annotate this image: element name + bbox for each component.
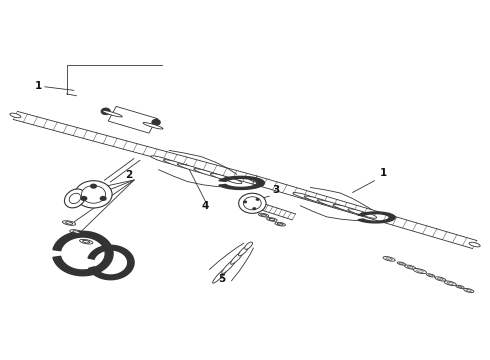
Ellipse shape <box>317 200 350 210</box>
Ellipse shape <box>333 204 361 213</box>
Text: 4: 4 <box>201 201 208 211</box>
Ellipse shape <box>70 230 83 234</box>
Ellipse shape <box>466 289 471 292</box>
Ellipse shape <box>397 262 406 265</box>
Ellipse shape <box>252 207 256 210</box>
Ellipse shape <box>456 285 464 288</box>
Ellipse shape <box>243 201 247 203</box>
Polygon shape <box>152 120 160 125</box>
Ellipse shape <box>221 259 236 274</box>
Ellipse shape <box>244 197 261 210</box>
Ellipse shape <box>102 111 122 117</box>
Ellipse shape <box>269 219 275 220</box>
Ellipse shape <box>177 164 211 174</box>
Ellipse shape <box>438 278 443 280</box>
Ellipse shape <box>405 265 416 269</box>
Text: 1: 1 <box>379 168 387 179</box>
Ellipse shape <box>399 263 403 264</box>
Ellipse shape <box>231 252 243 264</box>
Ellipse shape <box>426 274 435 277</box>
Ellipse shape <box>458 286 462 288</box>
Ellipse shape <box>99 196 107 201</box>
Ellipse shape <box>245 242 252 249</box>
Ellipse shape <box>213 267 228 283</box>
Ellipse shape <box>304 196 334 205</box>
Ellipse shape <box>239 246 248 256</box>
Ellipse shape <box>75 181 112 208</box>
Ellipse shape <box>435 277 446 281</box>
Ellipse shape <box>464 288 474 292</box>
Polygon shape <box>219 176 264 189</box>
Ellipse shape <box>10 113 21 118</box>
Ellipse shape <box>416 270 423 273</box>
Ellipse shape <box>277 223 283 225</box>
Ellipse shape <box>80 196 87 201</box>
Ellipse shape <box>66 222 73 224</box>
Polygon shape <box>13 111 257 184</box>
Ellipse shape <box>258 213 269 217</box>
Ellipse shape <box>293 193 318 201</box>
Polygon shape <box>53 231 113 276</box>
Ellipse shape <box>407 266 413 268</box>
Ellipse shape <box>239 193 266 213</box>
Ellipse shape <box>194 168 224 178</box>
Ellipse shape <box>62 221 76 225</box>
Ellipse shape <box>163 159 194 169</box>
Ellipse shape <box>79 239 93 244</box>
Ellipse shape <box>386 258 392 260</box>
Ellipse shape <box>143 122 163 129</box>
Polygon shape <box>358 212 395 223</box>
Ellipse shape <box>151 156 177 164</box>
Ellipse shape <box>261 214 267 216</box>
Ellipse shape <box>447 282 453 284</box>
Text: 1: 1 <box>35 81 42 91</box>
Text: 5: 5 <box>218 274 225 284</box>
Ellipse shape <box>249 178 260 182</box>
Ellipse shape <box>210 174 235 181</box>
Ellipse shape <box>69 193 81 204</box>
Polygon shape <box>108 107 157 133</box>
Text: 3: 3 <box>272 185 279 194</box>
Ellipse shape <box>348 209 370 216</box>
Ellipse shape <box>90 184 97 189</box>
Ellipse shape <box>429 275 433 276</box>
Ellipse shape <box>361 212 377 218</box>
Ellipse shape <box>469 242 480 247</box>
Ellipse shape <box>73 231 80 233</box>
Ellipse shape <box>383 257 395 261</box>
Polygon shape <box>88 245 134 280</box>
Ellipse shape <box>414 269 426 274</box>
Ellipse shape <box>267 217 277 221</box>
Polygon shape <box>101 108 110 114</box>
Ellipse shape <box>83 240 90 243</box>
Ellipse shape <box>65 189 85 208</box>
Ellipse shape <box>275 222 285 226</box>
Ellipse shape <box>224 177 242 184</box>
Text: 2: 2 <box>125 170 132 180</box>
Polygon shape <box>252 176 477 248</box>
Ellipse shape <box>81 185 106 203</box>
Ellipse shape <box>444 281 456 285</box>
Polygon shape <box>255 202 295 220</box>
Ellipse shape <box>256 198 260 201</box>
